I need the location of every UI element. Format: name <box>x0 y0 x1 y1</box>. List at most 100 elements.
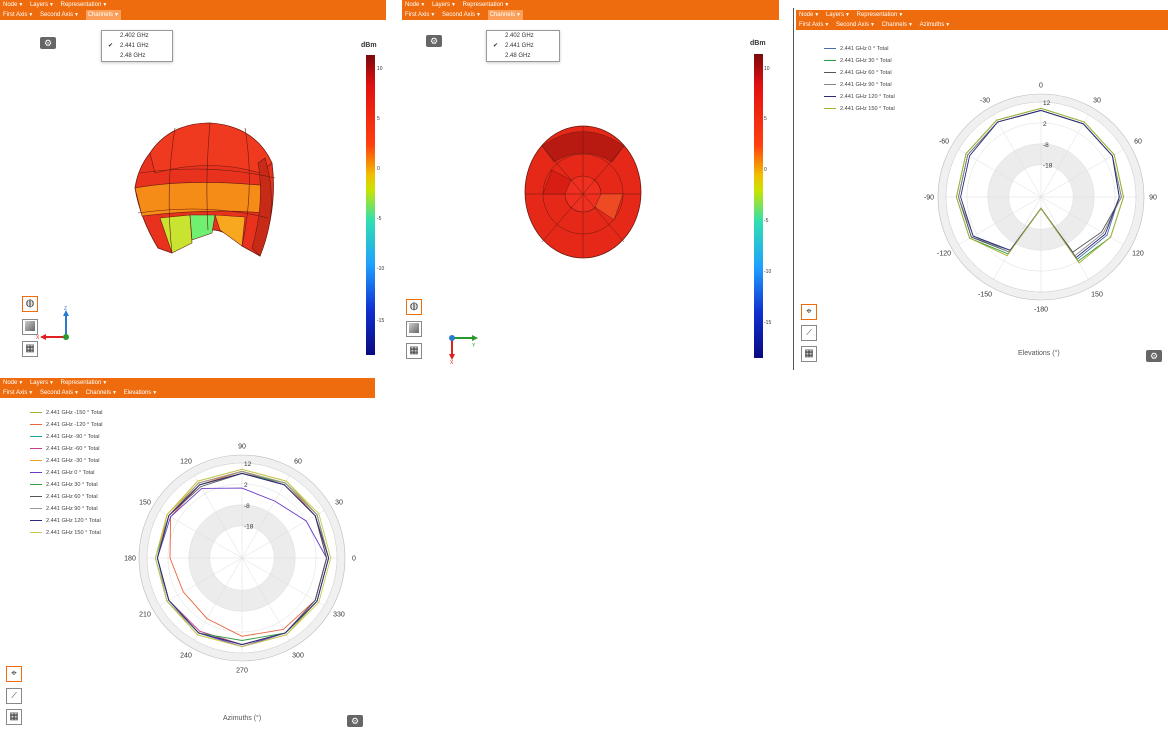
legend-item[interactable]: 2.441 GHz 30 ° Total <box>824 55 895 67</box>
dropdown-item[interactable]: ✔ 2.441 GHz <box>108 43 149 49</box>
axis-triad: Y X <box>449 335 478 364</box>
menu-azimuths[interactable]: Azimuths▼ <box>919 22 951 28</box>
menu-channels[interactable]: Channels▼ <box>85 390 117 396</box>
dropdown-item[interactable]: 2.48 GHz <box>120 53 146 59</box>
menu-layers[interactable]: Layers▼ <box>29 2 54 8</box>
table-icon: ▦ <box>25 343 35 354</box>
menu-layers[interactable]: Layers▼ <box>431 2 456 8</box>
polar-chart-elevations[interactable]: 0 30 60 90 120 150 -180 -150 -120 -90 -60 -30 12 2 -8 -… <box>921 80 1161 320</box>
polar-view-button[interactable]: ⌖ <box>6 666 22 682</box>
polar-view-button[interactable]: ⌖ <box>801 304 817 320</box>
legend-item[interactable]: 2.441 GHz 60 ° Total <box>30 491 103 503</box>
angle-tick-label: 150 <box>139 500 151 507</box>
menu-channels[interactable]: Channels▼ <box>487 10 523 20</box>
table-view-button[interactable]: ▦ <box>801 346 817 362</box>
globe-icon: ◍ <box>25 298 35 309</box>
legend-item[interactable]: 2.441 GHz -120 ° Total <box>30 419 103 431</box>
view-table-button[interactable]: ▦ <box>22 341 38 357</box>
menu-layers[interactable]: Layers▼ <box>825 12 850 18</box>
dropdown-item[interactable]: ✔ 2.441 GHz <box>493 43 534 49</box>
polar-plot-icon: ⌖ <box>11 668 17 679</box>
angle-tick-label: -30 <box>980 98 990 105</box>
polar-grid-spoke <box>241 475 290 559</box>
cartesian-plot-icon: ⟋ <box>806 328 812 337</box>
menu-first-axis[interactable]: First Axis▼ <box>3 390 34 396</box>
angle-tick-label: 300 <box>292 652 304 659</box>
legend-item[interactable]: 2.441 GHz 30 ° Total <box>30 479 103 491</box>
menu-second-axis[interactable]: Second Axis▼ <box>441 12 481 18</box>
menu-node[interactable]: Node▼ <box>799 12 820 18</box>
legend-item[interactable]: 2.441 GHz 120 ° Total <box>30 515 103 527</box>
axis-x-label: X <box>450 360 454 364</box>
radiation-pattern-3d[interactable] <box>130 118 280 263</box>
view-2d-button[interactable] <box>22 319 38 335</box>
settings-button[interactable]: ⚙ <box>40 37 56 49</box>
menu-second-axis[interactable]: Second Axis▼ <box>835 22 875 28</box>
view-3d-button[interactable]: ◍ <box>406 299 422 315</box>
menu-node[interactable]: Node▼ <box>405 2 426 8</box>
angle-tick-label: 30 <box>335 500 343 507</box>
colorbar-tick: 10 <box>764 66 770 72</box>
angle-tick-label: 210 <box>139 612 151 619</box>
colorbar <box>754 54 763 358</box>
menu-representation[interactable]: Representation▼ <box>60 380 108 386</box>
menu-representation[interactable]: Representation▼ <box>60 2 108 8</box>
menu-elevations[interactable]: Elevations▼ <box>123 390 158 396</box>
angle-tick-label: 150 <box>1091 291 1103 298</box>
series-line <box>955 107 1124 264</box>
x-axis-title: Azimuths (°) <box>223 715 262 722</box>
polar-grid-spoke <box>159 510 243 559</box>
menu-first-axis[interactable]: First Axis▼ <box>799 22 830 28</box>
menu-first-axis[interactable]: First Axis▼ <box>405 12 436 18</box>
menu-channels[interactable]: Channels▼ <box>881 22 913 28</box>
panel-polar-elevations: Node▼ Layers▼ Representation▼ First Axis… <box>796 10 1168 372</box>
legend-item[interactable]: 2.441 GHz 90 ° Total <box>30 503 103 515</box>
angle-tick-label: 90 <box>1149 195 1157 202</box>
legend-item[interactable]: 2.441 GHz 120 ° Total <box>824 91 895 103</box>
axis-x-label: X <box>36 335 40 341</box>
angle-tick-label: 120 <box>1132 251 1144 258</box>
angle-tick-label: 120 <box>180 459 192 466</box>
menu-channels[interactable]: Channels▼ <box>85 10 121 20</box>
radial-tick-label: -18 <box>1043 163 1053 170</box>
menu-second-axis[interactable]: Second Axis▼ <box>39 12 79 18</box>
legend-item[interactable]: 2.441 GHz -30 ° Total <box>30 455 103 467</box>
legend-item[interactable]: 2.441 GHz 60 ° Total <box>824 67 895 79</box>
table-view-button[interactable]: ▦ <box>6 709 22 725</box>
cartesian-view-button[interactable]: ⟋ <box>6 688 22 704</box>
dropdown-item[interactable]: 2.402 GHz <box>120 33 149 39</box>
legend-item[interactable]: 2.441 GHz 90 ° Total <box>824 79 895 91</box>
legend-item[interactable]: 2.441 GHz 150 ° Total <box>824 103 895 115</box>
legend-item[interactable]: 2.441 GHz -90 ° Total <box>30 431 103 443</box>
polar-chart-azimuths[interactable]: 0 30 60 90 120 150 180 210 240 270 300 330 12 2 -8 -18 <box>122 438 362 678</box>
view-table-button[interactable]: ▦ <box>406 343 422 359</box>
toolbar: Node▼ Layers▼ Representation▼ First Axis… <box>796 10 1168 30</box>
channels-dropdown: 2.402 GHz ✔ 2.441 GHz 2.48 GHz <box>486 30 560 62</box>
check-icon: ✔ <box>108 43 114 49</box>
legend-item[interactable]: 2.441 GHz -60 ° Total <box>30 443 103 455</box>
cartesian-view-button[interactable]: ⟋ <box>801 325 817 341</box>
menu-layers[interactable]: Layers▼ <box>29 380 54 386</box>
menu-representation[interactable]: Representation▼ <box>856 12 904 18</box>
menu-second-axis[interactable]: Second Axis▼ <box>39 390 79 396</box>
dropdown-item[interactable]: 2.48 GHz <box>505 53 531 59</box>
axis-z-label: Z <box>64 306 67 312</box>
settings-button[interactable]: ⚙ <box>347 715 363 727</box>
view-2d-button[interactable] <box>406 321 422 337</box>
legend-item[interactable]: 2.441 GHz 0 ° Total <box>824 43 895 55</box>
polar-grid-spoke <box>159 557 243 606</box>
menu-first-axis[interactable]: First Axis▼ <box>3 12 34 18</box>
settings-button[interactable]: ⚙ <box>426 35 442 47</box>
dropdown-item[interactable]: 2.402 GHz <box>505 33 534 39</box>
menu-representation[interactable]: Representation▼ <box>462 2 510 8</box>
view-3d-button[interactable]: ◍ <box>22 296 38 312</box>
angle-tick-label: -150 <box>978 291 992 298</box>
legend-item[interactable]: 2.441 GHz -150 ° Total <box>30 407 103 419</box>
settings-button[interactable]: ⚙ <box>1146 350 1162 362</box>
menu-node[interactable]: Node▼ <box>3 380 24 386</box>
legend-item[interactable]: 2.441 GHz 0 ° Total <box>30 467 103 479</box>
radiation-pattern-3d[interactable] <box>522 122 644 262</box>
menu-node[interactable]: Node▼ <box>3 2 24 8</box>
legend-item[interactable]: 2.441 GHz 150 ° Total <box>30 527 103 539</box>
globe-icon: ◍ <box>409 301 419 312</box>
